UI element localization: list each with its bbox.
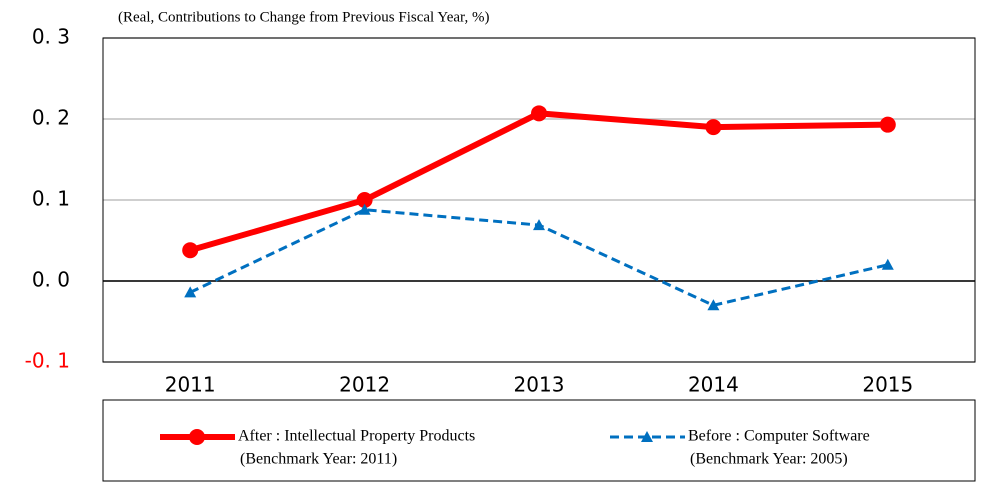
point xyxy=(182,242,199,259)
legend-label: After : Intellectual Property Products xyxy=(238,428,475,445)
point xyxy=(707,299,720,311)
point xyxy=(356,192,373,208)
point xyxy=(531,105,547,122)
legend-marker xyxy=(641,431,653,442)
legend-note: (Benchmark Year: 2005) xyxy=(690,451,848,468)
y-tick-label: 0. 0 xyxy=(32,268,70,292)
x-tick-label: 2014 xyxy=(688,373,739,397)
legend-note: (Benchmark Year: 2011) xyxy=(240,451,397,468)
point xyxy=(881,258,894,270)
point xyxy=(879,116,896,133)
y-tick-label: -0. 1 xyxy=(25,349,70,373)
y-tick-label: 0. 1 xyxy=(32,187,70,211)
point xyxy=(705,119,722,136)
plot-border xyxy=(102,37,976,363)
legend-marker xyxy=(189,429,205,445)
legend-label: Before : Computer Software xyxy=(688,428,870,445)
x-tick-label: 2015 xyxy=(862,373,913,397)
x-tick-label: 2011 xyxy=(165,373,216,397)
x-tick-label: 2013 xyxy=(514,373,565,397)
y-tick-label: 0. 3 xyxy=(32,25,70,49)
legend-box xyxy=(102,399,976,482)
chart-subtitle: (Real, Contributions to Change from Prev… xyxy=(118,9,489,25)
y-tick-label: 0. 2 xyxy=(32,106,70,130)
x-tick-label: 2012 xyxy=(339,373,390,397)
point xyxy=(358,203,371,215)
point xyxy=(533,219,545,231)
point xyxy=(184,286,197,298)
